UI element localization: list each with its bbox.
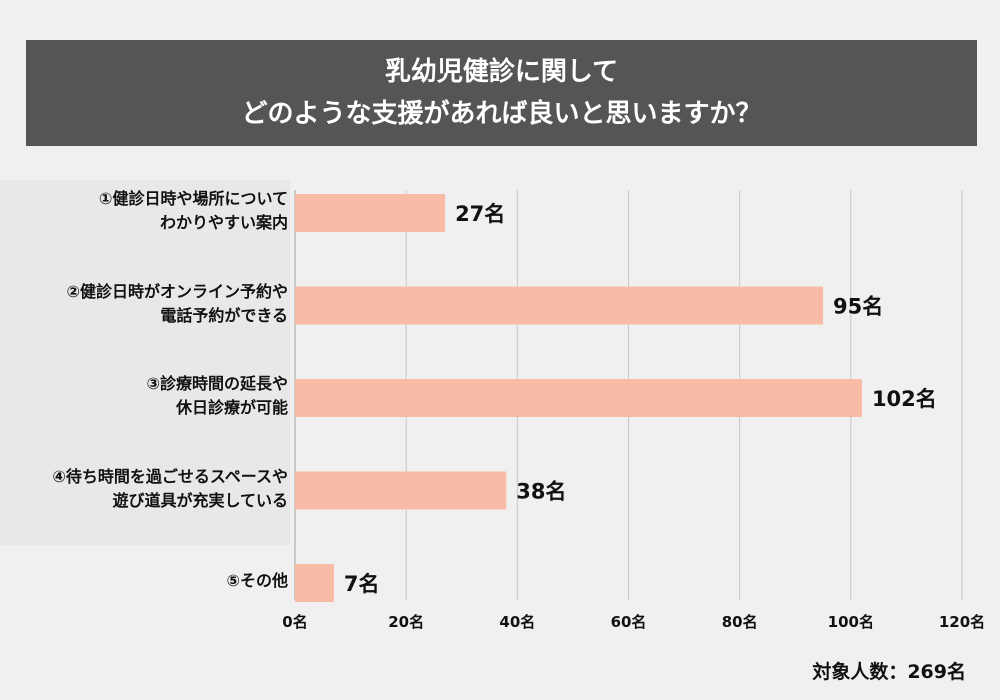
bar <box>295 471 507 510</box>
bar <box>295 564 334 602</box>
bar-value-label: 95名 <box>833 295 883 319</box>
x-tick-label: 100名 <box>828 613 874 631</box>
category-label: ④待ち時間を過ごせるスペースや 遊び道具が充実している <box>52 466 288 510</box>
x-tick-label: 0名 <box>282 613 307 631</box>
bar-value-label: 7名 <box>344 572 380 596</box>
category-label: ①健診日時や場所について わかりやすい案内 <box>98 189 288 232</box>
category-label: ⑤その他 <box>226 571 288 590</box>
bar <box>295 379 862 417</box>
bar-value-label: 27名 <box>455 202 505 226</box>
category-label-panel <box>0 180 290 545</box>
chart-title-line-2: どのような支援があれば良いと思いますか？ <box>241 99 762 129</box>
bar <box>295 286 824 325</box>
chart-title: 乳幼児健診に関して どのような支援があれば良いと思いますか？ <box>26 40 977 146</box>
x-tick-label: 20名 <box>388 613 424 631</box>
bar-value-label: 38名 <box>516 480 566 504</box>
category-label: ②健診日時がオンライン予約や 電話予約ができる <box>66 281 288 325</box>
bar-value-label: 102名 <box>872 387 937 411</box>
chart-title-line-1: 乳幼児健診に関して <box>384 57 619 87</box>
sample-size-note: 対象人数：269名 <box>812 661 966 683</box>
x-tick-label: 120名 <box>939 613 985 631</box>
category-label: ③診療時間の延長や 休日診療が可能 <box>146 374 288 417</box>
x-tick-label: 80名 <box>722 613 758 631</box>
bar <box>295 194 446 232</box>
x-tick-label: 40名 <box>499 613 535 631</box>
x-tick-label: 60名 <box>611 613 647 631</box>
